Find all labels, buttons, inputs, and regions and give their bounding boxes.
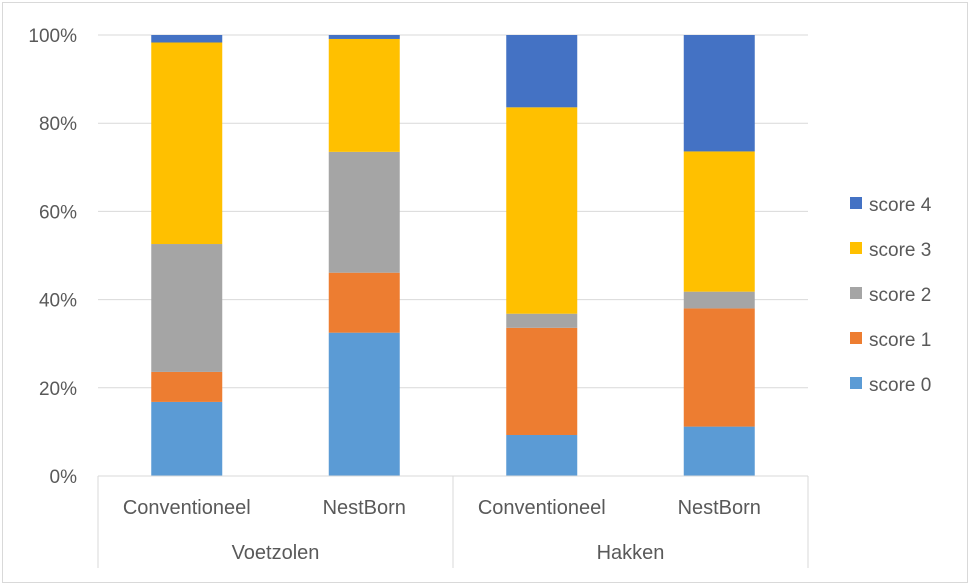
x-category-label: NestBorn bbox=[323, 497, 406, 519]
legend-label: score 4 bbox=[869, 195, 932, 216]
bar-segment bbox=[506, 35, 578, 108]
bar-segment bbox=[683, 35, 755, 152]
bar-segment bbox=[151, 35, 223, 43]
legend-swatch bbox=[850, 377, 862, 389]
bar-segment bbox=[328, 272, 400, 333]
bar-segment bbox=[328, 151, 400, 273]
bar-segment bbox=[683, 308, 755, 427]
x-category-label: Conventioneel bbox=[123, 497, 251, 519]
legend-label: score 1 bbox=[869, 330, 931, 351]
x-group-label: Hakken bbox=[597, 542, 665, 564]
bar-segment bbox=[151, 401, 223, 476]
y-tick-label: 0% bbox=[50, 467, 78, 488]
y-tick-label: 60% bbox=[39, 202, 77, 223]
legend-label: score 3 bbox=[869, 240, 931, 261]
bar-segment bbox=[683, 291, 755, 309]
bar-segment bbox=[683, 426, 755, 476]
bar-segment bbox=[506, 107, 578, 314]
legend-swatch bbox=[850, 197, 862, 209]
legend-swatch bbox=[850, 287, 862, 299]
y-tick-label: 80% bbox=[39, 114, 77, 135]
bar-segment bbox=[506, 434, 578, 476]
legend-swatch bbox=[850, 242, 862, 254]
bar-segment bbox=[683, 151, 755, 292]
x-category-label: NestBorn bbox=[678, 497, 761, 519]
bar-segment bbox=[506, 313, 578, 328]
bar-segment bbox=[506, 327, 578, 435]
bar-segment bbox=[328, 35, 400, 39]
y-tick-label: 40% bbox=[39, 291, 77, 312]
bar-segment bbox=[328, 38, 400, 152]
bar-segment bbox=[151, 371, 223, 402]
x-group-label: Voetzolen bbox=[232, 542, 320, 564]
y-tick-label: 100% bbox=[28, 26, 77, 47]
legend-label: score 0 bbox=[869, 375, 931, 396]
bar-segment bbox=[151, 244, 223, 372]
x-category-label: Conventioneel bbox=[478, 497, 606, 519]
legend-swatch bbox=[850, 332, 862, 344]
bar-segment bbox=[151, 42, 223, 245]
bar-segment bbox=[328, 332, 400, 476]
legend-label: score 2 bbox=[869, 285, 931, 306]
y-tick-label: 20% bbox=[39, 379, 77, 400]
